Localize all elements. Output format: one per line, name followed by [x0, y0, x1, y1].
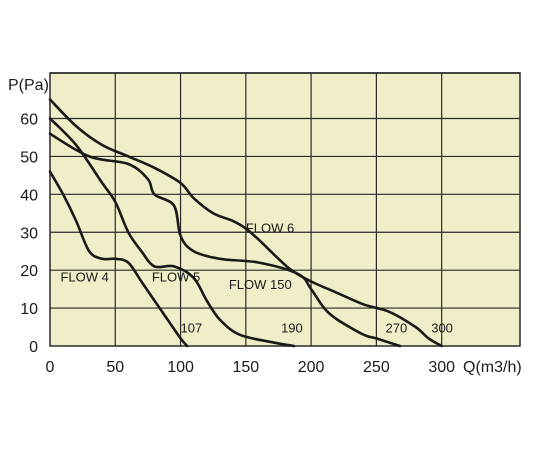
series-line-flow-6 — [48, 98, 443, 348]
y-tick-label: 40 — [20, 187, 38, 204]
x-tick-label: 150 — [232, 359, 259, 376]
y-tick-label: 60 — [20, 112, 38, 129]
x-tick-label: 200 — [298, 359, 325, 376]
end-value-label-flow-4: 107 — [181, 321, 203, 336]
x-tick-label: 0 — [46, 359, 55, 376]
x-axis-title: Q(m3/h) — [463, 359, 522, 376]
series-label-flow-150: FLOW 150 — [229, 277, 292, 292]
tick-labels: 0 50 100 150 200 250 300 0 10 20 30 40 50 60 — [20, 112, 455, 377]
series-labels: FLOW 4 107 FLOW 5 190 FLOW 150 270 FLOW 6 300 — [60, 220, 452, 335]
x-tick-label: 100 — [167, 359, 194, 376]
end-value-label-flow-150: 270 — [386, 321, 408, 336]
y-tick-label: 20 — [20, 263, 38, 280]
series-lines — [48, 98, 443, 348]
series-label-flow-6: FLOW 6 — [246, 220, 294, 235]
series-line-flow-5 — [48, 117, 296, 348]
plot-area — [49, 72, 521, 347]
x-tick-label: 50 — [106, 359, 124, 376]
y-tick-label: 30 — [20, 225, 38, 242]
series-label-flow-5: FLOW 5 — [152, 270, 200, 285]
series-line-flow-150 — [48, 132, 402, 348]
y-tick-label: 10 — [20, 301, 38, 318]
series-line-flow-4 — [48, 170, 189, 348]
x-tick-label: 300 — [428, 359, 455, 376]
end-value-label-flow-5: 190 — [281, 321, 303, 336]
series-label-flow-4: FLOW 4 — [60, 270, 108, 285]
end-value-label-flow-6: 300 — [431, 321, 453, 336]
y-tick-label: 0 — [29, 339, 38, 356]
y-axis-title: P(Pa) — [8, 77, 49, 94]
y-tick-label: 50 — [20, 149, 38, 166]
x-tick-label: 250 — [363, 359, 390, 376]
